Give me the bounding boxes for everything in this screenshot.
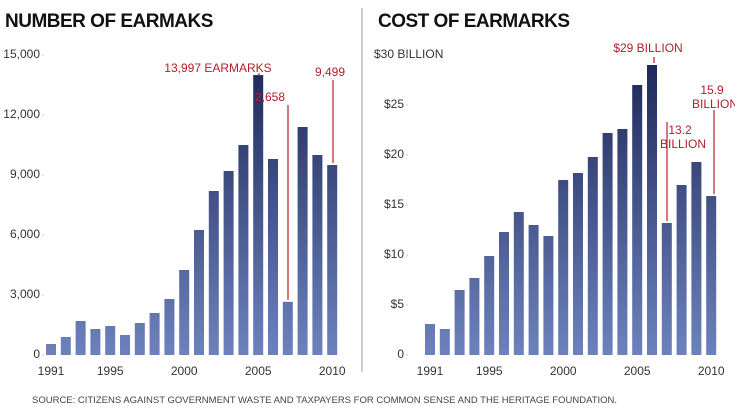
bar (454, 290, 465, 355)
bar (558, 180, 569, 355)
bar (691, 162, 702, 355)
y-tick-label: 6,000 (10, 227, 40, 241)
y-tick-label: 15,000 (3, 47, 40, 61)
bar (268, 159, 278, 355)
bar (706, 196, 717, 355)
bar (632, 85, 643, 355)
bar (661, 223, 672, 355)
bar (46, 344, 56, 355)
x-tick-label: 2005 (624, 364, 651, 378)
bar (647, 65, 657, 355)
y-tick-label: 12,000 (3, 107, 40, 121)
bar (253, 75, 264, 355)
y-tick-label: 0 (33, 347, 40, 361)
y-tick-label: $30 BILLION (374, 47, 443, 61)
y-tick-label: 9,000 (10, 167, 40, 181)
bar (149, 313, 160, 355)
bar (617, 129, 628, 355)
bar (469, 278, 480, 355)
value-label: 15.9 BILLION (692, 83, 735, 111)
x-tick-label: 2010 (319, 364, 346, 378)
y-tick-label: $25 (384, 97, 404, 111)
bar (208, 191, 219, 355)
bar (164, 299, 175, 355)
bar (282, 301, 293, 355)
x-tick-label: 1991 (417, 364, 444, 378)
x-tick-label: 1991 (38, 364, 65, 378)
y-tick-label: $5 (391, 297, 405, 311)
value-label: 13.2 BILLION (660, 123, 707, 151)
bar (484, 256, 495, 355)
bar (573, 173, 583, 355)
value-label: $29 BILLION (613, 41, 683, 55)
y-tick-label: $15 (384, 197, 404, 211)
bar (312, 155, 323, 355)
bar (75, 321, 86, 355)
bar (676, 185, 687, 355)
x-tick-label: 2000 (550, 364, 577, 378)
x-tick-label: 1995 (476, 364, 503, 378)
bar (120, 335, 130, 355)
bar (238, 145, 249, 355)
bar (90, 329, 101, 355)
y-tick-label: 0 (397, 347, 404, 361)
bar (194, 230, 204, 355)
source-note: SOURCE: CITIZENS AGAINST GOVERNMENT WAST… (32, 395, 618, 406)
value-label: 9,499 (314, 65, 346, 79)
bar (587, 157, 598, 355)
bar (499, 232, 509, 355)
bar (425, 324, 435, 355)
x-tick-label: 2010 (698, 364, 725, 378)
value-label: 2,658 (254, 90, 286, 104)
bar (223, 171, 234, 355)
bar (134, 323, 145, 355)
x-tick-label: 2000 (171, 364, 198, 378)
y-tick-label: $10 (384, 247, 404, 261)
value-label: 13,997 EARMARKS (164, 61, 272, 75)
bar (602, 133, 613, 355)
chart-title: NUMBER OF EARMAKS (5, 11, 213, 32)
x-tick-label: 1995 (97, 364, 124, 378)
bar (439, 329, 450, 355)
bar (543, 236, 554, 355)
bar (327, 165, 338, 355)
bar (179, 270, 190, 355)
x-tick-label: 2005 (245, 364, 272, 378)
y-tick-label: 3,000 (10, 287, 40, 301)
bar (105, 326, 116, 355)
bar (513, 212, 524, 355)
bar (528, 225, 539, 355)
y-tick-label: $20 (384, 147, 404, 161)
bar (297, 127, 308, 355)
chart-title: COST OF EARMARKS (378, 11, 570, 32)
bar (60, 337, 71, 355)
